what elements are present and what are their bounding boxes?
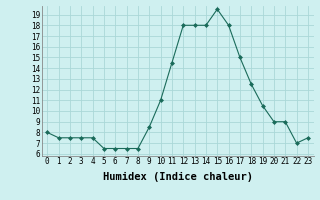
X-axis label: Humidex (Indice chaleur): Humidex (Indice chaleur) [103, 172, 252, 182]
